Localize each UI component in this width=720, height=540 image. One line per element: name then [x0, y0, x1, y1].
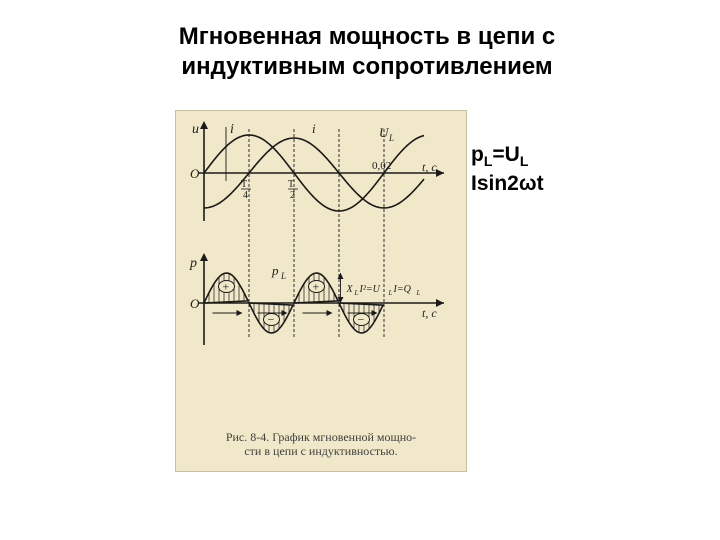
svg-text:p: p — [189, 256, 197, 271]
caption-line1: Рис. 8-4. График мгновенной мощно- — [226, 430, 416, 444]
page-title: Мгновенная мощность в цепи с индуктивным… — [107, 22, 627, 82]
svg-text:L: L — [388, 133, 394, 143]
svg-text:t, c: t, c — [422, 306, 437, 320]
svg-text:I²=U: I²=U — [359, 284, 381, 295]
svg-text:L: L — [416, 289, 421, 297]
title-line1: Мгновенная мощность в цепи с — [179, 23, 555, 50]
svg-text:L: L — [388, 289, 393, 297]
figure-container: uiOt, ciULT4T20,02+−+−pOt, cpLXLI²=ULI=Q… — [175, 110, 467, 472]
svg-text:−: − — [358, 313, 365, 327]
caption-line2: сти в цепи с индуктивностью. — [244, 444, 397, 458]
svg-text:i: i — [312, 121, 316, 136]
svg-text:O: O — [190, 296, 200, 311]
svg-text:u: u — [192, 122, 199, 137]
svg-text:I=Q: I=Q — [393, 284, 412, 295]
svg-text:L: L — [354, 289, 359, 297]
figure-svg: uiOt, ciULT4T20,02+−+−pOt, cpLXLI²=ULI=Q… — [176, 111, 466, 421]
svg-text:i: i — [230, 122, 234, 137]
svg-text:O: O — [190, 166, 200, 181]
title-line2: индуктивным сопротивлением — [181, 53, 552, 80]
svg-text:p: p — [271, 263, 279, 278]
svg-text:+: + — [313, 280, 320, 294]
svg-text:T: T — [241, 179, 247, 190]
svg-text:−: − — [268, 313, 275, 327]
formula-block: pL=UL Isin2ωt — [471, 142, 544, 197]
svg-text:X: X — [346, 284, 354, 295]
svg-text:0,02: 0,02 — [372, 160, 391, 172]
svg-text:+: + — [223, 280, 230, 294]
svg-text:T: T — [288, 179, 294, 190]
formula-line1: pL=UL — [471, 143, 528, 166]
svg-text:t, c: t, c — [422, 160, 437, 174]
svg-text:4: 4 — [243, 190, 248, 201]
figure-caption: Рис. 8-4. График мгновенной мощно- сти в… — [176, 426, 466, 463]
formula-line2: Isin2ωt — [471, 172, 544, 195]
svg-text:L: L — [280, 271, 286, 281]
